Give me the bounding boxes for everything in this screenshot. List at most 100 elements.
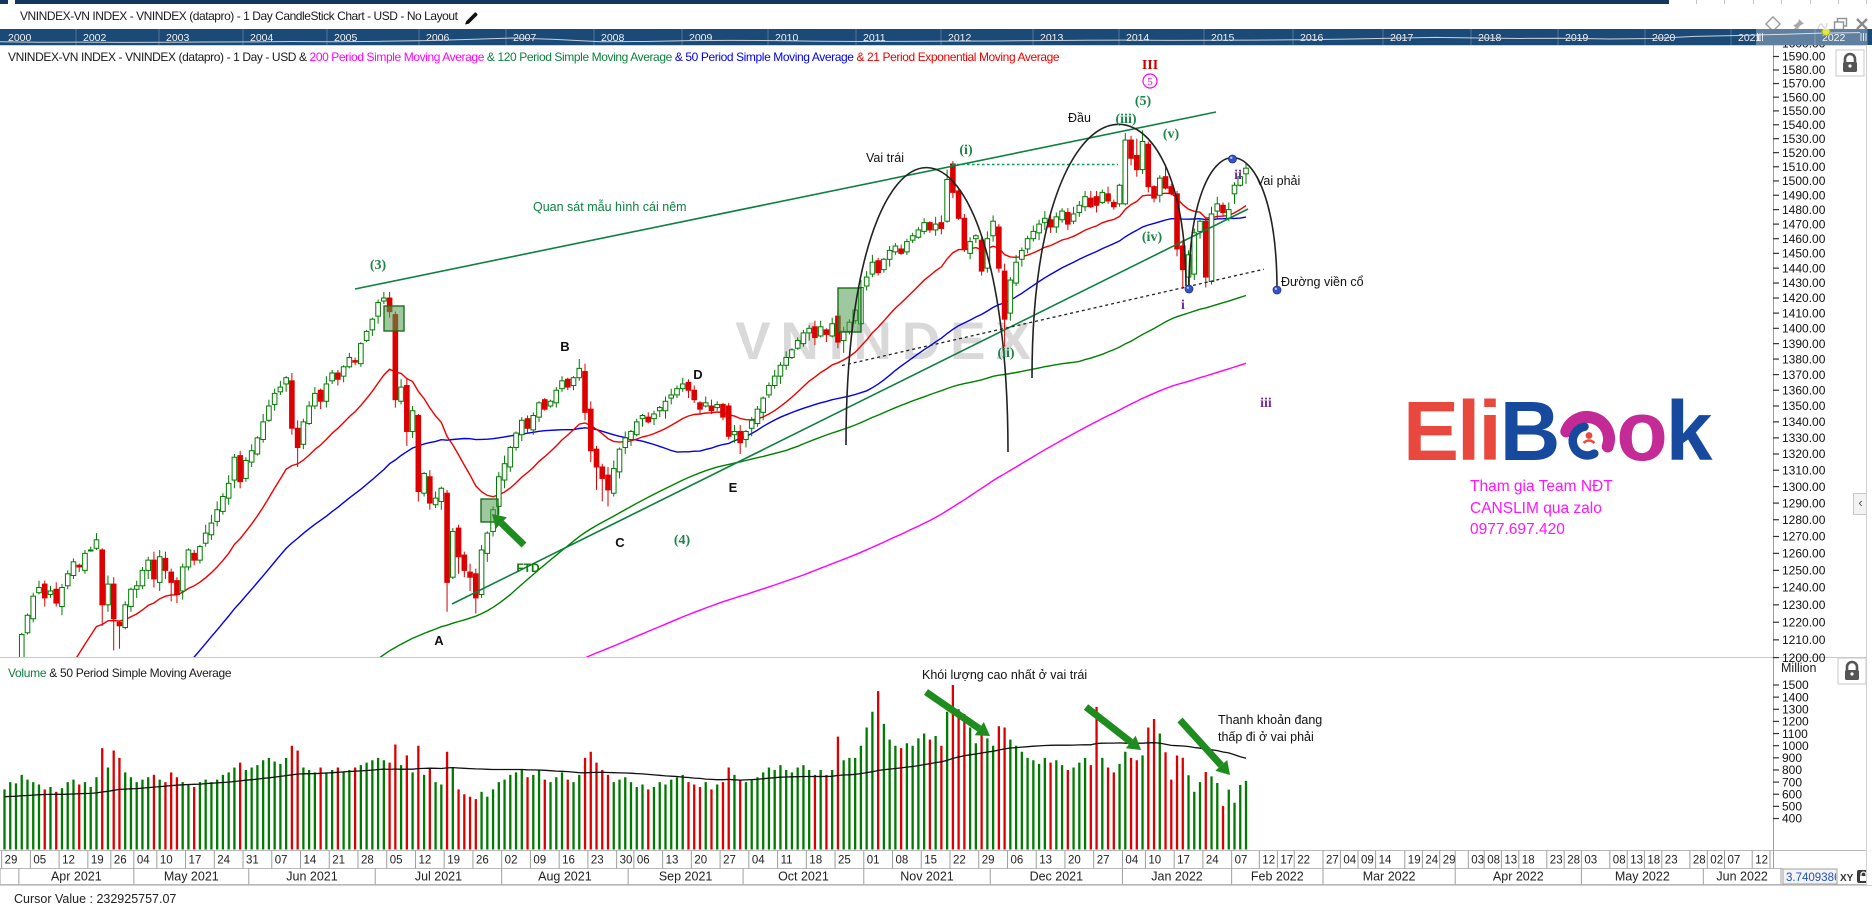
candle [524, 418, 531, 429]
day-tick-label: 27 [1097, 855, 1110, 867]
ema21-line [76, 192, 1247, 657]
year-label-2005[interactable]: 2005 [334, 32, 358, 44]
price-tick-label: 1360.00 [1782, 383, 1826, 397]
chart-region[interactable]: VNINDEX 1200.00 1210.00 1220.00 1230.00 1240.… [0, 45, 1872, 885]
year-label-2014[interactable]: 2014 [1126, 32, 1150, 44]
day-tick-label: 11 [781, 855, 793, 867]
price-tick-label: 1210.00 [1782, 633, 1826, 647]
day-tick-label: 08 [1613, 855, 1626, 867]
navigator-sparkline [0, 32, 1861, 43]
diamond-icon[interactable] [1764, 16, 1782, 33]
candle [427, 476, 433, 504]
price-tick-label: 1230.00 [1782, 598, 1826, 612]
candle [369, 318, 376, 331]
day-tick-label: 25 [838, 855, 851, 867]
candle [473, 573, 479, 599]
candle [99, 549, 106, 606]
candle [352, 360, 358, 363]
green-arrow [498, 520, 527, 548]
day-tick-label: 05 [390, 855, 403, 867]
day-tick-label: 12 [62, 855, 75, 867]
candle [214, 509, 220, 522]
date-axis: 29 05 12 19 26 04 10 17 24 31 07 14 21 28 05 12 19 26 02 09… [0, 850, 1782, 885]
candle [955, 190, 962, 219]
candle [1243, 167, 1249, 175]
year-label-2000[interactable]: 2000 [8, 32, 32, 44]
xy-label: XY [1840, 873, 1854, 884]
year-label-2006[interactable]: 2006 [426, 32, 450, 44]
candle [116, 621, 123, 627]
price-tick-label: 1380.00 [1782, 352, 1826, 366]
price-tick-label: 1450.00 [1782, 247, 1826, 261]
candle [754, 408, 761, 424]
candle [1133, 154, 1140, 171]
candle [358, 343, 364, 365]
right-side-strip [1866, 45, 1872, 885]
price-pane-lock-icon[interactable] [1835, 49, 1865, 77]
volume-pane-lock-icon[interactable] [1837, 657, 1867, 685]
elibook-logo: EliB ok [1403, 383, 1713, 478]
day-tick-label: 27 [1326, 855, 1339, 867]
day-tick-label: 01 [867, 855, 880, 867]
arc-endpoint-dot[interactable] [1184, 284, 1194, 294]
candle [415, 415, 422, 493]
candle [1007, 279, 1014, 314]
cursor-value-label: Cursor Value : 232925757.07 [14, 892, 177, 906]
candle [478, 549, 485, 595]
year-label-2016[interactable]: 2016 [1300, 32, 1324, 44]
candle [633, 421, 640, 436]
day-tick-label: 14 [304, 855, 317, 867]
price-tick-label: 1440.00 [1782, 261, 1826, 275]
candle [243, 459, 249, 479]
year-label-2003[interactable]: 2003 [166, 32, 190, 44]
candle [76, 564, 83, 568]
day-tick-label: 27 [723, 855, 736, 867]
arc-endpoint-dot[interactable] [1228, 154, 1237, 164]
title-segment: & 21 Period Exponential Moving Average [853, 50, 1060, 64]
candle [237, 455, 243, 483]
annotation-text: Quan sát mẫu hình cái nêm [533, 199, 687, 214]
navigator-canvas[interactable]: 2000 2002 2003 2004 2005 2006 2007 2008 2009 2010… [0, 29, 1872, 45]
candle [438, 487, 445, 502]
candle [197, 546, 203, 561]
candle [823, 329, 830, 335]
candle [363, 330, 370, 342]
corner-widget[interactable]: 3.7409386 XY [1782, 868, 1870, 885]
candle [536, 402, 542, 418]
candle [875, 260, 881, 274]
candle [283, 377, 289, 385]
price-tick-label: 1240.00 [1782, 581, 1826, 595]
window-icons[interactable] [1760, 16, 1870, 36]
candle [404, 385, 410, 432]
year-label-2015[interactable]: 2015 [1211, 32, 1235, 44]
title-segment: & 120 Period Simple Moving Average [483, 50, 672, 64]
chart-plot[interactable]: VNINDEX 1200.00 1210.00 1220.00 1230.00 1240.… [0, 0, 1872, 885]
year-label-2004[interactable]: 2004 [250, 32, 274, 44]
year-label-2008[interactable]: 2008 [601, 32, 625, 44]
candle [898, 248, 904, 254]
edit-pencil-icon[interactable] [462, 10, 480, 28]
annotation-text: B [560, 339, 569, 354]
neckline-dotted [841, 268, 1265, 367]
candle [277, 386, 284, 393]
candle [743, 430, 749, 440]
arc-endpoint-dot[interactable] [1272, 285, 1282, 295]
navigator-selection[interactable] [1756, 29, 1868, 45]
fade-icon[interactable] [1817, 22, 1828, 30]
day-tick-label: 04 [137, 855, 150, 867]
day-tick-label: 02 [505, 855, 518, 867]
year-navigator[interactable]: 2000 2002 2003 2004 2005 2006 2007 2008 2009 2010… [0, 29, 1872, 45]
contact-line: 0977.697.420 [1470, 521, 1565, 538]
candle [398, 386, 404, 402]
candle [559, 380, 565, 390]
candle [179, 566, 186, 592]
day-tick-label: 05 [33, 855, 46, 867]
candle [381, 297, 387, 302]
close-icon[interactable] [1856, 18, 1868, 30]
year-label-2002[interactable]: 2002 [83, 32, 107, 44]
price-tick-label: 1350.00 [1782, 399, 1826, 413]
candle [909, 235, 916, 241]
candle [708, 405, 715, 412]
month-label: Sep 2021 [659, 870, 713, 884]
candle [1174, 193, 1180, 250]
